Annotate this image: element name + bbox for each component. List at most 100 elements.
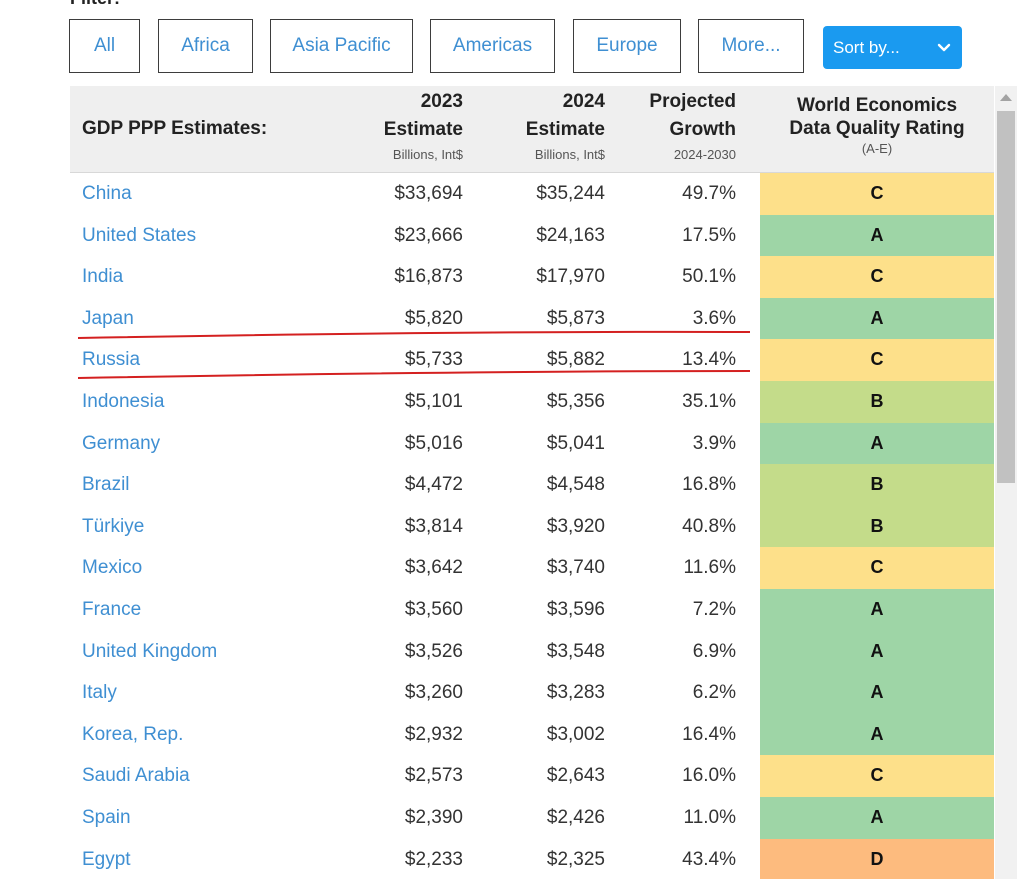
country-link[interactable]: Egypt — [82, 848, 131, 870]
table-row: China $33,694 $35,244 49.7% C — [70, 173, 994, 215]
gdp-2024-value: $5,882 — [546, 349, 605, 371]
table-row: Brazil $4,472 $4,548 16.8% B — [70, 464, 994, 506]
growth-value: 50.1% — [682, 266, 736, 288]
header-title: GDP PPP Estimates: — [82, 118, 268, 139]
gdp-2024-value: $5,356 — [546, 391, 605, 412]
country-link[interactable]: Korea, Rep. — [82, 723, 184, 745]
vertical-scrollbar[interactable] — [995, 86, 1017, 879]
rating-badge: D — [760, 838, 994, 879]
gdp-2024-value: $3,920 — [546, 515, 605, 537]
country-link[interactable]: Türkiye — [82, 515, 145, 537]
sort-label: Sort by... — [833, 37, 900, 57]
rating-badge: A — [760, 713, 994, 756]
country-link[interactable]: Saudi Arabia — [82, 765, 190, 787]
country-link[interactable]: France — [82, 599, 142, 620]
scroll-up-arrow-icon[interactable] — [1000, 94, 1012, 101]
header-rating-line2: Data Quality Rating — [789, 118, 965, 139]
rating-badge: C — [760, 256, 994, 298]
rating-badge: A — [760, 214, 994, 257]
filter-all-button[interactable]: All — [69, 19, 140, 73]
table-row: France $3,560 $3,596 7.2% A — [70, 589, 994, 631]
gdp-2024-value: $5,873 — [546, 307, 605, 329]
gdp-2024-value: $2,325 — [546, 848, 605, 870]
country-link[interactable]: Spain — [82, 807, 131, 828]
filter-americas-button[interactable]: Americas — [430, 19, 555, 73]
gdp-2023-value: $5,733 — [404, 349, 463, 371]
header-rating-scale: (A-E) — [861, 141, 893, 156]
gdp-2024-value: $35,244 — [536, 183, 605, 204]
country-link[interactable]: China — [82, 183, 132, 204]
table-row: Indonesia $5,101 $5,356 35.1% B — [70, 381, 994, 423]
growth-value: 7.2% — [692, 599, 736, 620]
table-row: United Kingdom $3,526 $3,548 6.9% A — [70, 630, 994, 673]
country-link[interactable]: Brazil — [82, 474, 130, 496]
gdp-2024-value: $3,548 — [546, 640, 605, 662]
filter-more-button[interactable]: More... — [698, 19, 804, 73]
gdp-2023-value: $5,820 — [404, 307, 463, 329]
gdp-2023-value: $3,260 — [404, 682, 463, 704]
country-link[interactable]: United States — [82, 224, 197, 246]
rating-badge: C — [760, 547, 994, 589]
growth-value: 49.7% — [682, 183, 736, 204]
country-link[interactable]: Russia — [82, 349, 141, 371]
header-2023-unit: Billions, Int$ — [392, 147, 463, 162]
header-2024-year: 2024 — [562, 91, 605, 112]
sort-dropdown[interactable]: Sort by... — [823, 26, 962, 69]
table-row: Egypt $2,233 $2,325 43.4% D — [70, 838, 994, 879]
gdp-2024-value: $4,548 — [546, 474, 605, 496]
rating-badge: A — [760, 589, 994, 631]
header-growth-line2: Growth — [669, 119, 737, 140]
growth-value: 11.6% — [683, 557, 736, 579]
gdp-2023-value: $2,390 — [404, 807, 463, 828]
country-link[interactable]: India — [82, 266, 124, 288]
gdp-2024-value: $3,002 — [546, 723, 605, 745]
growth-value: 16.8% — [682, 474, 736, 496]
country-link[interactable]: Italy — [82, 682, 117, 704]
rating-badge: B — [760, 505, 994, 548]
gdp-table: GDP PPP Estimates: 2023 Estimate Billion… — [70, 86, 994, 879]
scrollbar-thumb[interactable] — [997, 111, 1015, 483]
growth-value: 43.4% — [682, 848, 736, 870]
rating-badge: A — [760, 672, 994, 714]
gdp-2024-value: $3,283 — [546, 682, 605, 704]
header-2023-label: Estimate — [383, 119, 463, 140]
growth-value: 35.1% — [682, 391, 736, 412]
gdp-2023-value: $3,814 — [404, 515, 463, 537]
growth-value: 40.8% — [682, 515, 736, 537]
country-link[interactable]: Mexico — [82, 557, 143, 579]
gdp-2023-value: $23,666 — [394, 224, 463, 246]
gdp-2023-value: $5,101 — [404, 391, 463, 412]
table-row: Italy $3,260 $3,283 6.2% A — [70, 672, 994, 714]
country-link[interactable]: Germany — [82, 432, 161, 454]
gdp-2024-value: $24,163 — [536, 224, 605, 246]
gdp-2023-value: $4,472 — [404, 474, 463, 496]
table-row: Korea, Rep. $2,932 $3,002 16.4% A — [70, 713, 994, 756]
growth-value: 16.0% — [682, 765, 736, 787]
gdp-2023-value: $3,526 — [404, 640, 463, 662]
rating-badge: A — [760, 797, 994, 839]
gdp-2023-value: $3,642 — [404, 557, 463, 579]
filter-europe-button[interactable]: Europe — [573, 19, 681, 73]
gdp-2023-value: $16,873 — [394, 266, 463, 288]
country-link[interactable]: United Kingdom — [82, 640, 218, 662]
growth-value: 17.5% — [682, 224, 736, 246]
table-row: Mexico $3,642 $3,740 11.6% C — [70, 547, 994, 589]
country-link[interactable]: Japan — [82, 307, 134, 329]
gdp-2024-value: $2,426 — [546, 807, 605, 828]
filter-africa-button[interactable]: Africa — [158, 19, 253, 73]
table-row: Spain $2,390 $2,426 11.0% A — [70, 797, 994, 839]
growth-value: 11.0% — [683, 807, 736, 828]
filter-asia-pacific-button[interactable]: Asia Pacific — [270, 19, 413, 73]
header-growth-range: 2024-2030 — [673, 147, 736, 162]
gdp-2023-value: $33,694 — [394, 183, 463, 204]
growth-value: 3.9% — [692, 432, 736, 454]
rating-badge: B — [760, 381, 994, 423]
gdp-2024-value: $3,740 — [546, 557, 605, 579]
table-header: GDP PPP Estimates: 2023 Estimate Billion… — [70, 86, 994, 173]
country-link[interactable]: Indonesia — [82, 391, 165, 412]
growth-value: 13.4% — [682, 349, 736, 371]
table-row: United States $23,666 $24,163 17.5% A — [70, 214, 994, 257]
table-row: Türkiye $3,814 $3,920 40.8% B — [70, 505, 994, 548]
rating-badge: C — [760, 339, 994, 381]
gdp-2023-value: $3,560 — [404, 599, 463, 620]
